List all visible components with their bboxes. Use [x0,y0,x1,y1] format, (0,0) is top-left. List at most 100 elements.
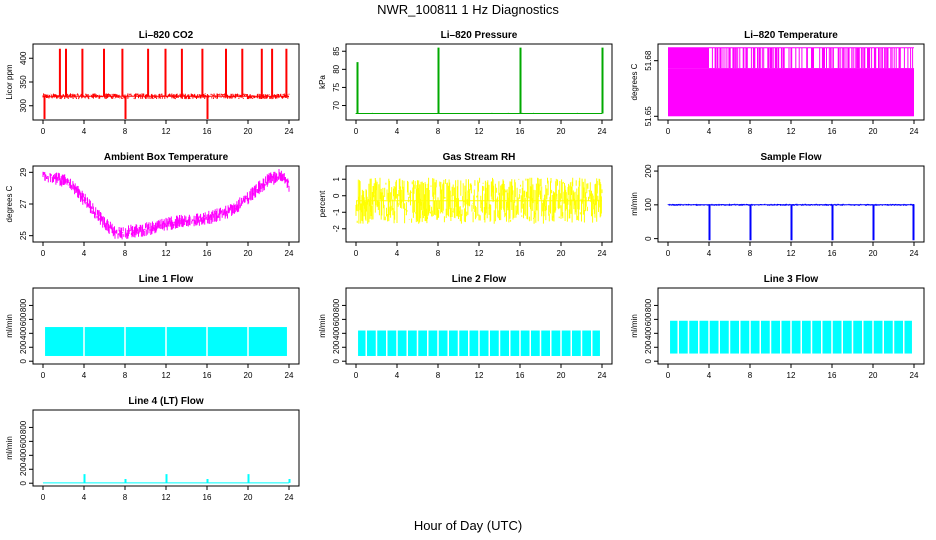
panel-title: Line 1 Flow [139,274,194,285]
x-tick-label: 8 [748,249,753,258]
data-series [355,47,604,114]
x-tick-label: 8 [123,249,128,258]
x-tick-label: 8 [748,371,753,380]
panel-title: Li–820 Temperature [744,30,838,41]
x-tick-label: 12 [162,493,171,502]
y-tick-label: 51.68 [644,50,653,71]
y-axis-label: percent [318,190,327,217]
x-tick-label: 16 [828,249,837,258]
x-tick-label: 24 [598,127,607,136]
y-tick-label: -1 [332,208,341,216]
y-tick-label: 200 [644,340,653,354]
y-axis-label: Licor ppm [5,64,14,99]
data-series [42,474,291,484]
x-axis-label: Hour of Day (UTC) [413,518,523,533]
y-tick-label: 800 [19,298,28,312]
x-tick-label: 20 [244,371,253,380]
x-tick-label: 24 [910,249,919,258]
x-tick-label: 24 [598,249,607,258]
x-tick-label: 16 [516,371,525,380]
panel-title: Li–820 CO2 [139,30,194,41]
x-tick-label: 12 [787,249,796,258]
panel-5: Gas Stream RH 0 4 8 12 16 20 24 -2 -1 0 1 percent [318,152,613,258]
panel-2: Li–820 Pressure 0 4 8 12 16 20 24 70 75 80 85 kPa [318,30,613,136]
x-tick-label: 0 [41,249,46,258]
y-tick-label: 600 [332,312,341,326]
page-title: NWR_100811 1 Hz Diagnostics [377,2,559,17]
y-tick-label: 0 [644,236,653,241]
x-tick-label: 8 [436,371,441,380]
y-axis-label: ml/min [318,314,327,338]
panel-title: Line 4 (LT) Flow [128,396,204,407]
y-tick-label: 400 [19,51,28,65]
x-tick-label: 4 [82,249,87,258]
y-tick-label: 200 [19,340,28,354]
y-tick-label: 1 [332,176,341,181]
y-axis-label: degrees C [5,185,14,222]
y-tick-label: 800 [332,298,341,312]
y-tick-label: 400 [19,326,28,340]
x-tick-label: 24 [285,371,294,380]
x-tick-label: 16 [516,127,525,136]
x-tick-label: 12 [475,371,484,380]
y-tick-label: 600 [19,434,28,448]
x-tick-label: 4 [82,371,87,380]
y-tick-label: 25 [19,231,28,240]
x-tick-label: 20 [244,493,253,502]
x-tick-label: 0 [666,371,671,380]
y-tick-label: 0 [332,193,341,198]
x-tick-label: 16 [203,249,212,258]
y-tick-label: -2 [332,225,341,233]
y-tick-label: 400 [644,326,653,340]
x-tick-label: 0 [41,371,46,380]
x-tick-label: 24 [598,371,607,380]
panel-title: Line 3 Flow [764,274,819,285]
x-tick-label: 20 [557,127,566,136]
data-band [668,47,709,69]
panel-10: Line 4 (LT) Flow 0 4 8 12 16 20 24 0 200400600800… [5,396,300,502]
y-tick-label: 80 [332,64,341,73]
x-tick-label: 16 [203,127,212,136]
x-tick-label: 0 [666,249,671,258]
panel-title: Sample Flow [760,152,821,163]
y-tick-label: 400 [332,326,341,340]
x-tick-label: 20 [869,371,878,380]
data-series [355,177,603,224]
y-tick-label: 200 [19,462,28,476]
x-tick-label: 8 [123,493,128,502]
y-axis-label: ml/min [5,314,14,338]
x-tick-label: 0 [354,127,359,136]
panel-frame [345,43,613,121]
x-tick-label: 20 [244,249,253,258]
x-tick-label: 0 [666,127,671,136]
x-tick-label: 12 [475,249,484,258]
y-tick-label: 800 [644,298,653,312]
y-tick-label: 100 [644,198,653,212]
y-axis-label: kPa [318,75,327,89]
y-axis-label: degrees C [630,63,639,100]
x-tick-label: 24 [285,249,294,258]
panel-6: Sample Flow 0 4 8 12 16 20 24 0 100 200 ml/min [630,152,925,258]
x-tick-label: 20 [869,127,878,136]
panel-3: Li–820 Temperature 0 4 8 12 16 20 24 51.65 51.68 d… [630,30,925,136]
y-axis-label: ml/min [5,436,14,460]
x-tick-label: 0 [354,371,359,380]
x-tick-label: 0 [41,127,46,136]
x-tick-label: 16 [203,493,212,502]
x-tick-label: 20 [244,127,253,136]
y-tick-label: 0 [644,358,653,363]
x-tick-label: 12 [475,127,484,136]
x-tick-label: 0 [354,249,359,258]
x-tick-label: 8 [436,127,441,136]
panel-4: Ambient Box Temperature 0 4 8 12 16 20 24 25 27 29… [5,152,300,258]
x-tick-label: 24 [910,371,919,380]
y-tick-label: 27 [19,199,28,208]
x-tick-label: 12 [787,371,796,380]
x-tick-label: 16 [203,371,212,380]
y-tick-label: 0 [19,480,28,485]
data-series [667,203,915,241]
y-tick-label: 70 [332,101,341,110]
